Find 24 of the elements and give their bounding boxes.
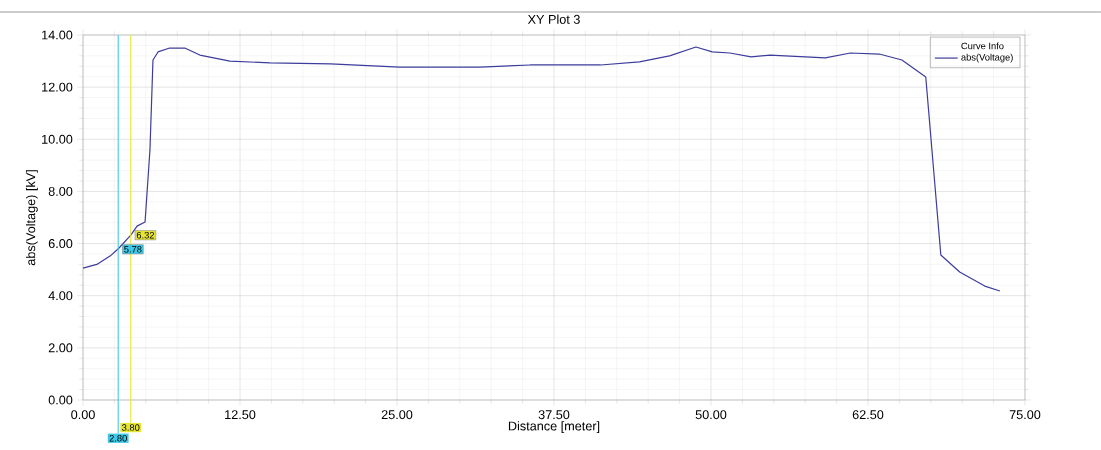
- x-tick-label: 0.00: [71, 410, 95, 420]
- y-tick-label: 0.00: [48, 395, 73, 405]
- y-tick-label: 4.00: [48, 291, 73, 301]
- ref-line-label: 2.80: [109, 434, 127, 442]
- y-tick-label: 6.00: [48, 239, 73, 249]
- x-tick-label: 75.00: [1009, 410, 1041, 420]
- x-tick-label: 37.50: [538, 410, 570, 420]
- legend-title: Curve Info: [961, 42, 1004, 50]
- x-tick-label: 50.00: [695, 410, 727, 420]
- y-tick-label: 2.00: [48, 343, 73, 353]
- y-tick-label: 12.00: [42, 82, 73, 92]
- y-tick-label: 10.00: [42, 134, 73, 144]
- annotation: 6.32: [136, 231, 155, 239]
- chart-title: XY Plot 3: [527, 14, 580, 24]
- x-tick-label: 62.50: [852, 410, 884, 420]
- legend-label: abs(Voltage): [961, 53, 1013, 63]
- y-tick-label: 8.00: [48, 186, 73, 196]
- x-axis-title: Distance [meter]: [508, 421, 600, 433]
- x-tick-label: 25.00: [381, 410, 413, 420]
- ref-line-label: 3.80: [122, 424, 140, 431]
- y-axis-title: abs(Voltage) [kV]: [25, 170, 38, 266]
- x-tick-label: 12.50: [225, 410, 256, 420]
- annotation: 5.78: [124, 246, 142, 253]
- y-tick-label: 14.00: [42, 30, 73, 40]
